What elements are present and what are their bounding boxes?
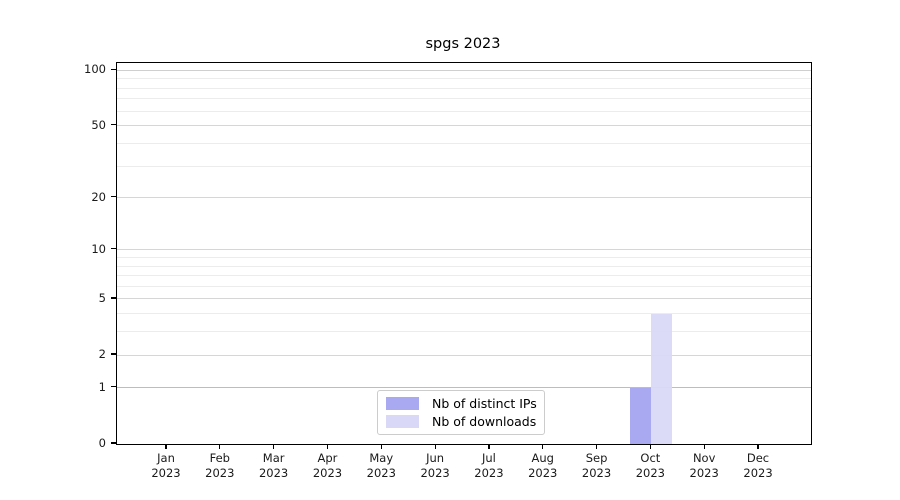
y-tick-label: 50 [91,117,106,132]
x-tick-label: Jul 2023 [459,451,519,481]
x-tick-label: Jan 2023 [136,451,196,481]
y-tick-label: 0 [98,436,106,450]
y-tick-mark [111,297,116,299]
legend-item: Nb of distinct IPs [378,395,544,412]
y-tick-label: 20 [91,189,106,204]
grid-line-minor [117,98,811,100]
y-tick-mark [111,195,116,198]
grid-line-minor [117,142,811,144]
grid-line-minor [117,165,811,167]
y-tick-label: 5 [98,290,106,305]
x-tick-year: 2023 [689,466,719,480]
x-tick-mark [273,444,275,450]
x-tick-month: May [369,451,394,465]
x-tick-month: Feb [209,451,230,465]
legend-swatch [386,396,419,410]
x-tick-label: Sep 2023 [567,451,627,481]
grid-line-minor [117,87,811,89]
legend: Nb of distinct IPs Nb of downloads [377,390,545,435]
x-tick-label: Nov 2023 [674,451,734,481]
x-tick-mark [219,444,221,450]
x-tick-mark [703,444,705,450]
grid-line-major [117,69,811,71]
grid-line-major [117,125,811,127]
y-tick-label: 10 [91,241,106,256]
y-tick-label: 1 [98,379,106,394]
x-tick-label: Mar 2023 [244,451,304,481]
grid-line-major [117,354,811,356]
x-tick-month: Nov [692,451,716,465]
grid-line-minor [117,313,811,315]
legend-label: Nb of downloads [432,414,537,430]
grid-line-major [117,197,811,199]
x-tick-mark [326,444,329,450]
legend-swatch [386,415,419,429]
x-tick-month: Jan [157,451,175,465]
bar [630,387,652,444]
grid-line-major [117,298,811,300]
legend-item: Nb of downloads [378,413,544,430]
x-tick-label: Dec 2023 [728,451,788,481]
x-tick-mark [542,444,544,450]
x-tick-mark [165,444,167,450]
grid-line-minor [117,285,811,287]
x-tick-year: 2023 [474,466,504,480]
x-tick-month: Oct [640,451,661,465]
x-tick-month: Dec [746,451,770,465]
x-tick-year: 2023 [151,466,181,480]
x-tick-month: Apr [317,451,338,465]
x-tick-month: Mar [262,451,285,465]
grid-line-minor [117,110,811,112]
y-tick-mark [111,124,116,126]
grid-line-major [117,249,811,251]
x-tick-year: 2023 [635,466,666,480]
grid-line-major [117,387,811,389]
plot-area [116,62,812,445]
grid-line-minor [117,78,811,80]
legend-label: Nb of distinct IPs [432,395,537,411]
x-tick-year: 2023 [420,466,450,480]
x-tick-month: Sep [585,451,608,465]
x-tick-year: 2023 [366,466,396,480]
x-tick-mark [434,444,436,450]
y-tick-label: 2 [98,347,106,362]
x-tick-year: 2023 [581,466,612,480]
x-tick-label: Apr 2023 [297,451,357,481]
y-tick-mark [111,386,116,388]
x-tick-label: Feb 2023 [190,451,250,481]
x-tick-month: Jul [481,451,496,465]
grid-line-minor [117,257,811,259]
bar [651,313,673,444]
x-tick-year: 2023 [205,466,235,480]
y-tick-mark [111,248,116,250]
y-tick-mark [111,442,116,444]
x-tick-year: 2023 [312,466,343,480]
chart-title: spgs 2023 [425,36,501,52]
x-tick-label: May 2023 [351,451,411,481]
x-tick-label: Oct 2023 [620,451,680,481]
y-tick-mark [111,353,116,355]
x-tick-year: 2023 [743,466,773,480]
x-tick-year: 2023 [258,466,289,480]
grid-line-minor [117,275,811,277]
x-tick-mark [488,444,490,450]
y-tick-label: 100 [84,62,106,77]
x-tick-label: Jun 2023 [405,451,465,481]
x-tick-mark [649,444,651,450]
grid-line-minor [117,265,811,267]
grid-line-minor [117,331,811,333]
x-tick-month: Jun [426,451,445,465]
x-tick-mark [380,444,382,450]
x-tick-mark [757,444,759,450]
x-tick-label: Aug 2023 [513,451,573,481]
x-tick-year: 2023 [528,466,558,480]
x-tick-mark [595,444,598,450]
y-tick-mark [111,68,116,70]
x-tick-month: Aug [531,451,554,465]
